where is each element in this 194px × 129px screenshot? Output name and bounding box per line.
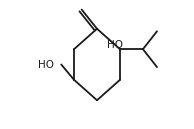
Text: HO: HO [38,59,54,70]
Text: HO: HO [107,40,123,50]
